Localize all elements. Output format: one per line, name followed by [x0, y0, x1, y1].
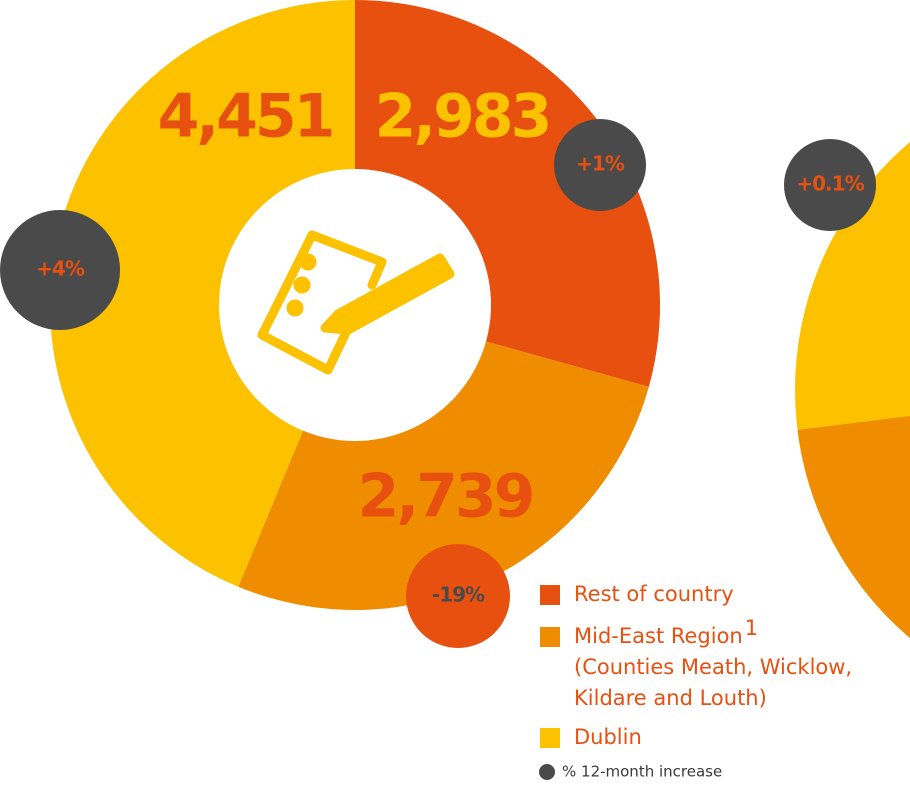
legend-swatch [540, 728, 560, 748]
change-label: -19% [432, 583, 485, 607]
change-label: +0.1% [796, 172, 864, 196]
value-label: 4,451 [158, 82, 333, 152]
change-label: +4% [36, 257, 85, 281]
change-badge [406, 544, 510, 648]
legend-dot [539, 764, 555, 780]
legend-detail: Kildare and Louth) [574, 686, 767, 710]
legend: Rest of country Mid-East Region 1 (Counties… [539, 582, 852, 781]
legend-label: Dublin [574, 725, 642, 749]
change-badge [784, 139, 876, 231]
change-badge [554, 119, 646, 211]
value-label: 2,983 [375, 82, 550, 152]
badges: 2,983 +1% 2,739 -19% 4,451 +4% +0.1% [0, 82, 876, 648]
neighbour-segment [797, 416, 910, 638]
neighbour-chart [795, 142, 910, 638]
legend-detail: (Counties Meath, Wicklow, [574, 655, 852, 679]
value-label: 2,739 [358, 462, 533, 532]
legend-swatch [540, 585, 560, 605]
legend-label: Mid-East Region [574, 624, 743, 648]
change-label: +1% [576, 152, 625, 176]
legend-swatch [540, 627, 560, 647]
notepad-icon [257, 230, 455, 375]
legend-label: Rest of country [574, 582, 734, 606]
change-badge [0, 210, 120, 330]
segment [49, 0, 355, 587]
legend-note: % 12-month increase [562, 763, 722, 781]
legend-footnote: 1 [745, 616, 758, 640]
